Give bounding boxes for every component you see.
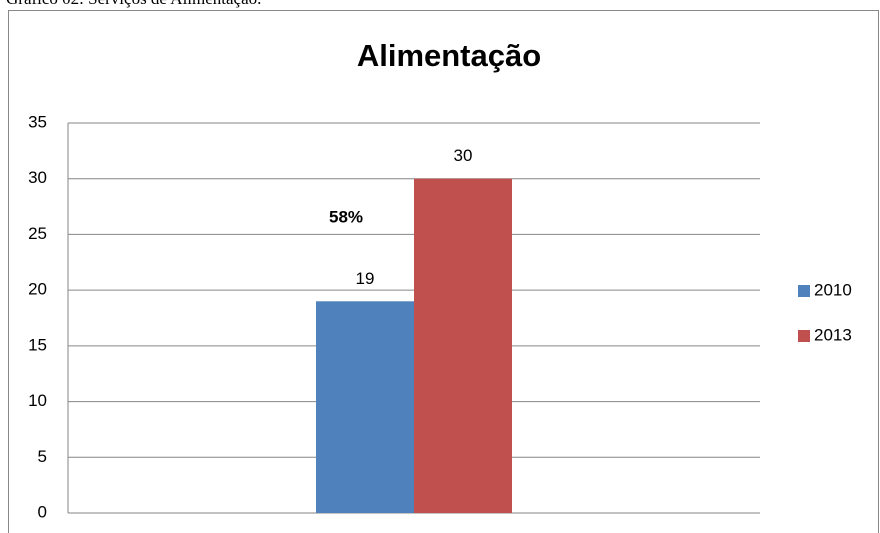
- y-tick-label: 15: [28, 335, 47, 354]
- y-tick-label: 30: [28, 168, 47, 187]
- y-tick-label: 25: [28, 224, 47, 243]
- y-tick-label: 0: [38, 502, 47, 521]
- y-tick-label: 10: [28, 391, 47, 410]
- chart-title: Alimentação: [357, 38, 541, 73]
- y-tick-label: 5: [38, 447, 47, 466]
- bar: [316, 301, 414, 513]
- data-label: 19: [356, 269, 375, 288]
- legend-label: 2010: [814, 280, 852, 299]
- legend-swatch: [798, 285, 810, 297]
- y-tick-label: 35: [28, 112, 47, 131]
- bar: [414, 178, 512, 513]
- caption: Gráfico 02: Serviços de Alimentação.: [6, 0, 261, 8]
- data-label: 30: [454, 146, 473, 165]
- legend-swatch: [798, 330, 810, 342]
- annotation: 58%: [329, 207, 363, 226]
- legend-label: 2013: [814, 325, 852, 344]
- y-tick-label: 20: [28, 280, 47, 299]
